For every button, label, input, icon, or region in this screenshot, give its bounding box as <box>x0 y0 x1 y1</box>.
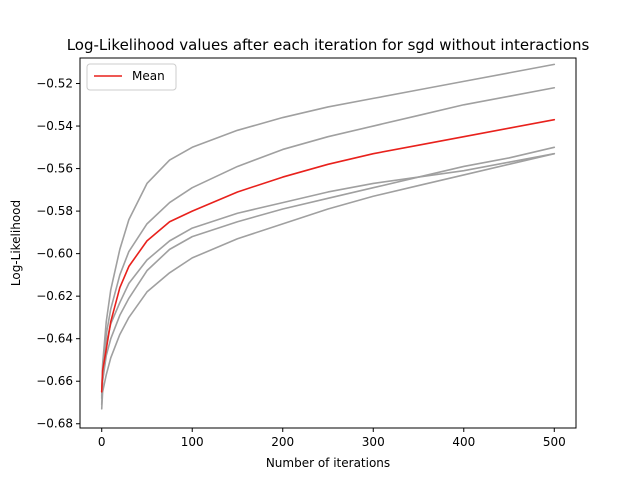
legend-mean-label: Mean <box>132 69 165 83</box>
series-line-run-4 <box>100 146 556 406</box>
y-tick-label: −0.68 <box>36 417 73 431</box>
y-tick-label: −0.64 <box>36 332 73 346</box>
y-tick-label: −0.62 <box>36 289 73 303</box>
plot-area <box>80 58 576 428</box>
x-axis-ticks: 0 100 200 300 400 500 <box>98 428 566 449</box>
series-layer <box>100 63 556 410</box>
y-tick-label: −0.56 <box>36 162 73 176</box>
chart-title: Log-Likelihood values after each iterati… <box>67 36 590 54</box>
plot-border <box>79 57 577 429</box>
x-tick-label: 400 <box>452 435 475 449</box>
y-tick-label: −0.54 <box>36 119 73 133</box>
plot-frame <box>80 58 576 428</box>
x-tick-label: 0 <box>98 435 106 449</box>
x-tick-label: 500 <box>543 435 566 449</box>
y-axis-ticks: −0.68 −0.66 −0.64 −0.62 −0.60 −0.58 −0.56 −0.54… <box>36 77 80 431</box>
x-axis-label: Number of iterations <box>266 456 390 470</box>
legend: Mean <box>86 63 177 91</box>
y-tick-label: −0.66 <box>36 374 73 388</box>
y-tick-label: −0.52 <box>36 77 73 91</box>
y-tick-label: −0.60 <box>36 247 73 261</box>
series-line-run-1 <box>100 63 556 397</box>
series-line-run-2 <box>100 86 556 400</box>
series-line-mean <box>100 118 556 393</box>
x-tick-label: 300 <box>362 435 385 449</box>
y-tick-label: −0.58 <box>36 204 73 218</box>
series-line-run-5 <box>100 152 556 410</box>
y-axis-label: Log-Likelihood <box>9 200 23 286</box>
legend-box <box>86 63 177 91</box>
x-tick-label: 100 <box>181 435 204 449</box>
x-tick-label: 200 <box>271 435 294 449</box>
